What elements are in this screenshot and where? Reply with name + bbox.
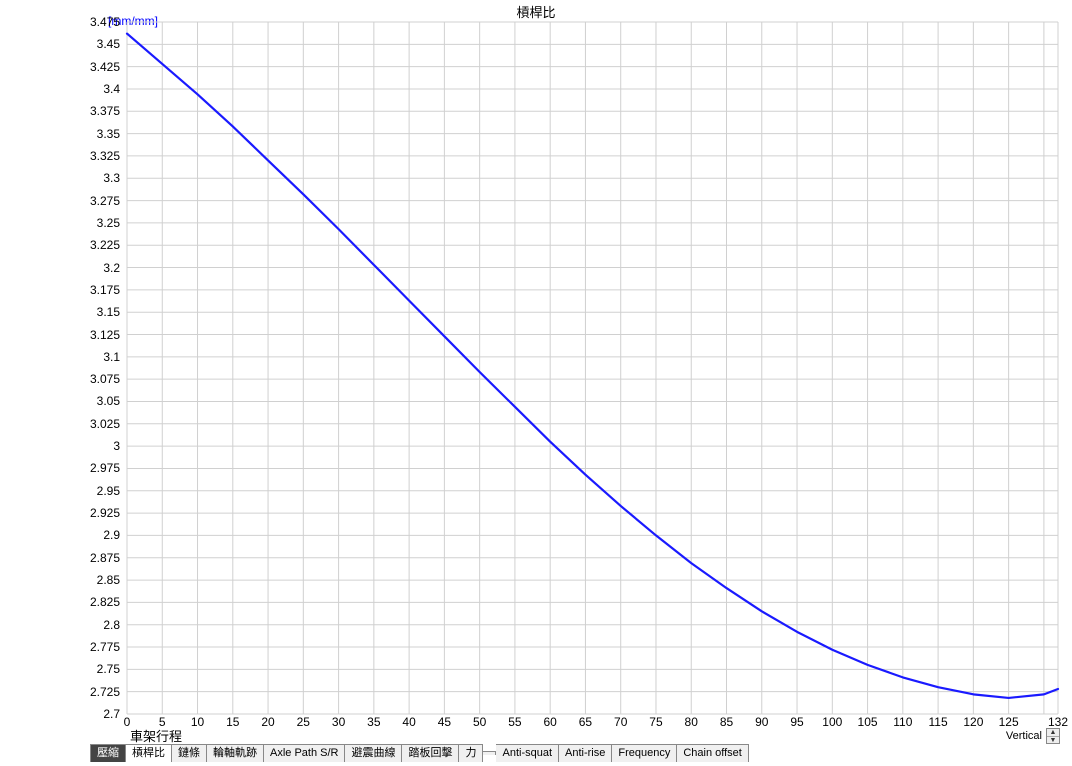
tab-壓縮[interactable]: 壓縮 [90, 744, 126, 762]
tab-輪軸軌跡[interactable]: 輪軸軌跡 [207, 744, 264, 762]
x-tick-label: 50 [473, 715, 486, 729]
y-tick-label: 3.05 [0, 394, 120, 408]
x-tick-label: 30 [332, 715, 345, 729]
x-tick-label: 55 [508, 715, 521, 729]
x-tick-label: 75 [649, 715, 662, 729]
y-tick-label: 2.925 [0, 506, 120, 520]
x-tick-label: 132 [1048, 715, 1068, 729]
y-tick-label: 2.775 [0, 640, 120, 654]
y-tick-label: 2.95 [0, 484, 120, 498]
y-tick-label: 2.7 [0, 707, 120, 721]
tab-槓桿比[interactable]: 槓桿比 [126, 744, 172, 762]
x-tick-label: 45 [438, 715, 451, 729]
x-tick-label: 65 [579, 715, 592, 729]
y-tick-label: 2.75 [0, 662, 120, 676]
x-tick-label: 0 [124, 715, 131, 729]
x-tick-label: 85 [720, 715, 733, 729]
y-tick-label: 2.725 [0, 685, 120, 699]
tab-避震曲線[interactable]: 避震曲線 [345, 744, 402, 762]
y-tick-label: 3.4 [0, 82, 120, 96]
x-tick-label: 90 [755, 715, 768, 729]
y-tick-label: 3.075 [0, 372, 120, 386]
x-tick-label: 20 [261, 715, 274, 729]
x-tick-label: 15 [226, 715, 239, 729]
x-tick-label: 60 [543, 715, 556, 729]
tab-Frequency[interactable]: Frequency [612, 744, 677, 762]
tab-Anti-rise[interactable]: Anti-rise [559, 744, 612, 762]
y-tick-label: 3.2 [0, 261, 120, 275]
app-root: 槓桿比 [mm/mm] 車架行程 3.4753.453.4253.43.3753… [0, 0, 1072, 766]
vertical-spinner[interactable]: ▲ ▼ [1046, 728, 1060, 744]
x-tick-label: 120 [963, 715, 983, 729]
y-tick-label: 3.125 [0, 328, 120, 342]
x-tick-label: 80 [685, 715, 698, 729]
y-tick-label: 3.025 [0, 417, 120, 431]
x-tick-label: 110 [893, 715, 912, 729]
vertical-spinner-box: Vertical ▲ ▼ [1006, 728, 1060, 744]
x-tick-label: 95 [790, 715, 803, 729]
x-tick-label: 105 [858, 715, 878, 729]
y-tick-label: 2.875 [0, 551, 120, 565]
y-tick-label: 3.15 [0, 305, 120, 319]
tab-鏈條[interactable]: 鏈條 [172, 744, 207, 762]
y-tick-label: 2.8 [0, 618, 120, 632]
y-tick-label: 3.1 [0, 350, 120, 364]
y-tick-label: 2.85 [0, 573, 120, 587]
y-tick-label: 3.475 [0, 15, 120, 29]
x-tick-label: 25 [297, 715, 310, 729]
vertical-label: Vertical [1006, 730, 1042, 742]
tab-blank[interactable] [483, 751, 496, 755]
x-tick-label: 40 [402, 715, 415, 729]
y-tick-label: 2.9 [0, 528, 120, 542]
y-tick-label: 3.225 [0, 238, 120, 252]
tab-bar: 壓縮槓桿比鏈條輪軸軌跡Axle Path S/R避震曲線踏板回擊力 Anti-s… [90, 744, 749, 762]
tab-Chain offset[interactable]: Chain offset [677, 744, 749, 762]
tab-力[interactable]: 力 [459, 744, 483, 762]
x-tick-label: 35 [367, 715, 380, 729]
y-tick-label: 3.25 [0, 216, 120, 230]
x-tick-label: 115 [929, 715, 948, 729]
x-tick-label: 125 [999, 715, 1019, 729]
y-tick-label: 3.325 [0, 149, 120, 163]
y-tick-label: 3.275 [0, 194, 120, 208]
y-tick-label: 3.45 [0, 37, 120, 51]
y-tick-label: 3.3 [0, 171, 120, 185]
y-tick-label: 2.975 [0, 461, 120, 475]
tab-Anti-squat[interactable]: Anti-squat [496, 744, 559, 762]
y-tick-label: 3.175 [0, 283, 120, 297]
y-tick-label: 3 [0, 439, 120, 453]
spinner-up-icon[interactable]: ▲ [1047, 729, 1059, 737]
y-tick-label: 3.425 [0, 60, 120, 74]
y-tick-label: 3.35 [0, 127, 120, 141]
y-tick-label: 2.825 [0, 595, 120, 609]
x-tick-label: 10 [191, 715, 204, 729]
tab-踏板回擊[interactable]: 踏板回擊 [402, 744, 459, 762]
x-tick-label: 5 [159, 715, 166, 729]
x-tick-label: 100 [822, 715, 842, 729]
spinner-down-icon[interactable]: ▼ [1047, 737, 1059, 744]
x-tick-label: 70 [614, 715, 627, 729]
chart-svg [0, 0, 1072, 740]
y-tick-label: 3.375 [0, 104, 120, 118]
tab-Axle Path S/R[interactable]: Axle Path S/R [264, 744, 345, 762]
